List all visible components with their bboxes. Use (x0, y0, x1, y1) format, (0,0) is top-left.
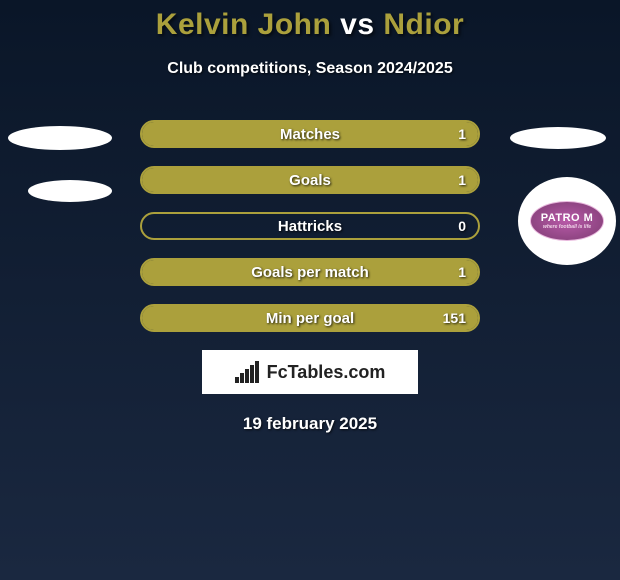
stat-label: Min per goal (266, 310, 354, 327)
stat-bar-min-per-goal: Min per goal 151 (140, 304, 480, 332)
logo-bar-segment (255, 361, 259, 383)
team-badge-inner: PATRO M where football is life (530, 201, 604, 241)
logo-bar-segment (235, 377, 239, 383)
stat-value: 0 (458, 218, 466, 234)
logo-bar-segment (250, 365, 254, 383)
stat-value: 151 (443, 310, 466, 326)
badge-main-text: PATRO M (541, 212, 594, 224)
stat-bar-hattricks: Hattricks 0 (140, 212, 480, 240)
logo-bars-icon (235, 361, 259, 383)
stat-bar-goals: Goals 1 (140, 166, 480, 194)
stat-label: Goals (289, 172, 331, 189)
player2-name: Ndior (383, 8, 464, 41)
decorative-ellipse-top-left (8, 126, 112, 150)
date-text: 19 february 2025 (0, 414, 620, 434)
subtitle: Club competitions, Season 2024/2025 (0, 60, 620, 78)
stat-value: 1 (458, 264, 466, 280)
stat-bar-matches: Matches 1 (140, 120, 480, 148)
badge-sub-text: where football is life (543, 224, 591, 230)
logo-text: FcTables.com (267, 362, 386, 383)
vs-text: vs (340, 8, 374, 41)
logo-bar-segment (240, 373, 244, 383)
stat-value: 1 (458, 126, 466, 142)
stat-label: Hattricks (278, 218, 342, 235)
stat-value: 1 (458, 172, 466, 188)
player1-name: Kelvin John (156, 8, 332, 41)
stat-label: Goals per match (251, 264, 369, 281)
stat-bar-goals-per-match: Goals per match 1 (140, 258, 480, 286)
decorative-ellipse-top-right (510, 127, 606, 149)
logo-bar-segment (245, 369, 249, 383)
fctables-logo: FcTables.com (202, 350, 418, 394)
team-badge: PATRO M where football is life (518, 177, 616, 265)
stat-label: Matches (280, 126, 340, 143)
comparison-title: Kelvin John vs Ndior (0, 8, 620, 42)
decorative-ellipse-mid-left (28, 180, 112, 202)
